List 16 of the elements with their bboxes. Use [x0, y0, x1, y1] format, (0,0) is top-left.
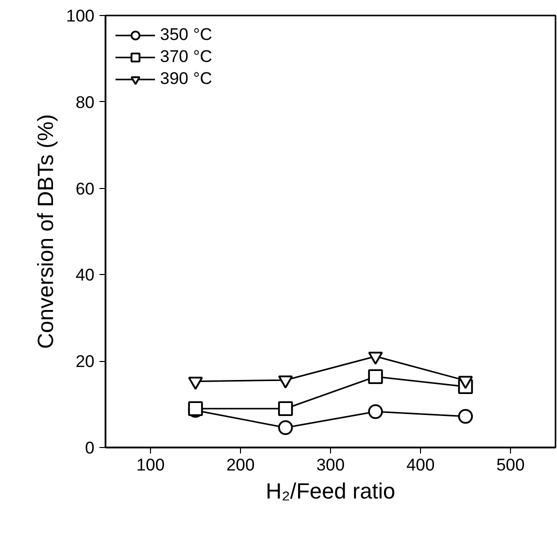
x-tick-label: 200 — [226, 456, 255, 474]
y-tick-label: 80 — [76, 92, 95, 112]
legend-label: 370 °C — [160, 47, 212, 67]
x-tick-label: 400 — [406, 456, 435, 474]
y-tick-label: 100 — [66, 6, 95, 26]
legend-label: 390 °C — [160, 69, 212, 89]
y-tick-label: 20 — [76, 352, 95, 372]
y-tick-label: 60 — [76, 179, 95, 198]
y-axis-title: Conversion of DBTs (%) — [33, 114, 58, 349]
x-tick-label: 500 — [496, 456, 525, 474]
x-tick-label: 300 — [316, 456, 345, 474]
x-tick-label: 100 — [136, 456, 165, 474]
y-tick-label: 0 — [85, 438, 95, 458]
y-tick-label: 40 — [76, 266, 95, 285]
legend-label: 350 °C — [160, 25, 212, 45]
x-axis-title: H₂/Feed ratio — [266, 478, 396, 504]
